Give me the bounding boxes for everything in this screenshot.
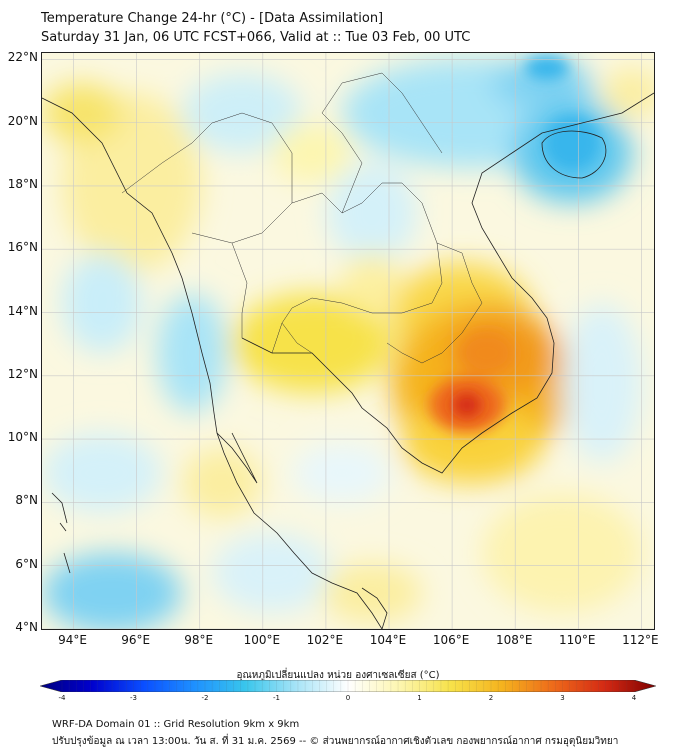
lat-label: 18°N [7, 176, 38, 191]
colorbar-tick-label: -2 [201, 694, 209, 702]
lon-label: 104°E [369, 633, 407, 647]
lon-label: 96°E [121, 633, 151, 647]
colorbar-tick-label: 2 [488, 694, 494, 702]
footer-credit: ปรับปรุงข้อมูล ณ เวลา 13:00น. วัน ส. ที่… [52, 736, 619, 747]
borders [121, 72, 483, 364]
colorbar [40, 680, 656, 692]
temperature-map [41, 52, 655, 630]
colorbar-tick-label: 0 [345, 694, 351, 702]
colorbar-tick-label: 4 [631, 694, 637, 702]
colorbar-tick-label: -4 [58, 694, 66, 702]
lon-label: 108°E [495, 633, 533, 647]
colorbar-tick-label: 1 [417, 694, 422, 702]
lon-label: 106°E [432, 633, 470, 647]
footer-model-info: WRF-DA Domain 01 :: Grid Resolution 9km … [52, 719, 300, 730]
colorbar-tick-label: -1 [273, 694, 280, 702]
lon-label: 102°E [306, 633, 344, 647]
map-canvas [42, 53, 654, 629]
lat-label: 6°N [15, 556, 38, 571]
lat-label: 12°N [7, 366, 38, 381]
colorbar-tick-label: 3 [560, 694, 565, 702]
lat-label: 16°N [7, 240, 38, 255]
lon-label: 110°E [559, 633, 596, 647]
colorbar-title: อุณหภูมิเปลี่ยนแปลง หน่วย องศาเซลเซียส (… [236, 670, 440, 681]
graticule [42, 53, 654, 629]
map-subtitle: Saturday 31 Jan, 06 UTC FCST+066, Valid … [41, 30, 471, 45]
coastlines [42, 92, 654, 629]
lat-label: 10°N [7, 430, 38, 445]
lat-label: 20°N [7, 113, 38, 128]
lat-label: 8°N [15, 493, 38, 508]
lon-label: 98°E [184, 633, 214, 647]
colorbar-gradient [40, 680, 656, 692]
lon-label: 100°E [243, 633, 281, 647]
colorbar-tick-label: -3 [130, 694, 137, 702]
lat-label: 4°N [15, 620, 38, 634]
lon-label: 112°E [622, 633, 659, 647]
lat-label: 22°N [7, 50, 38, 65]
map-title: Temperature Change 24-hr (°C) - [Data As… [41, 11, 384, 26]
lat-label: 14°N [7, 303, 38, 318]
max-warming-core [453, 393, 481, 417]
lon-label: 94°E [58, 633, 87, 647]
